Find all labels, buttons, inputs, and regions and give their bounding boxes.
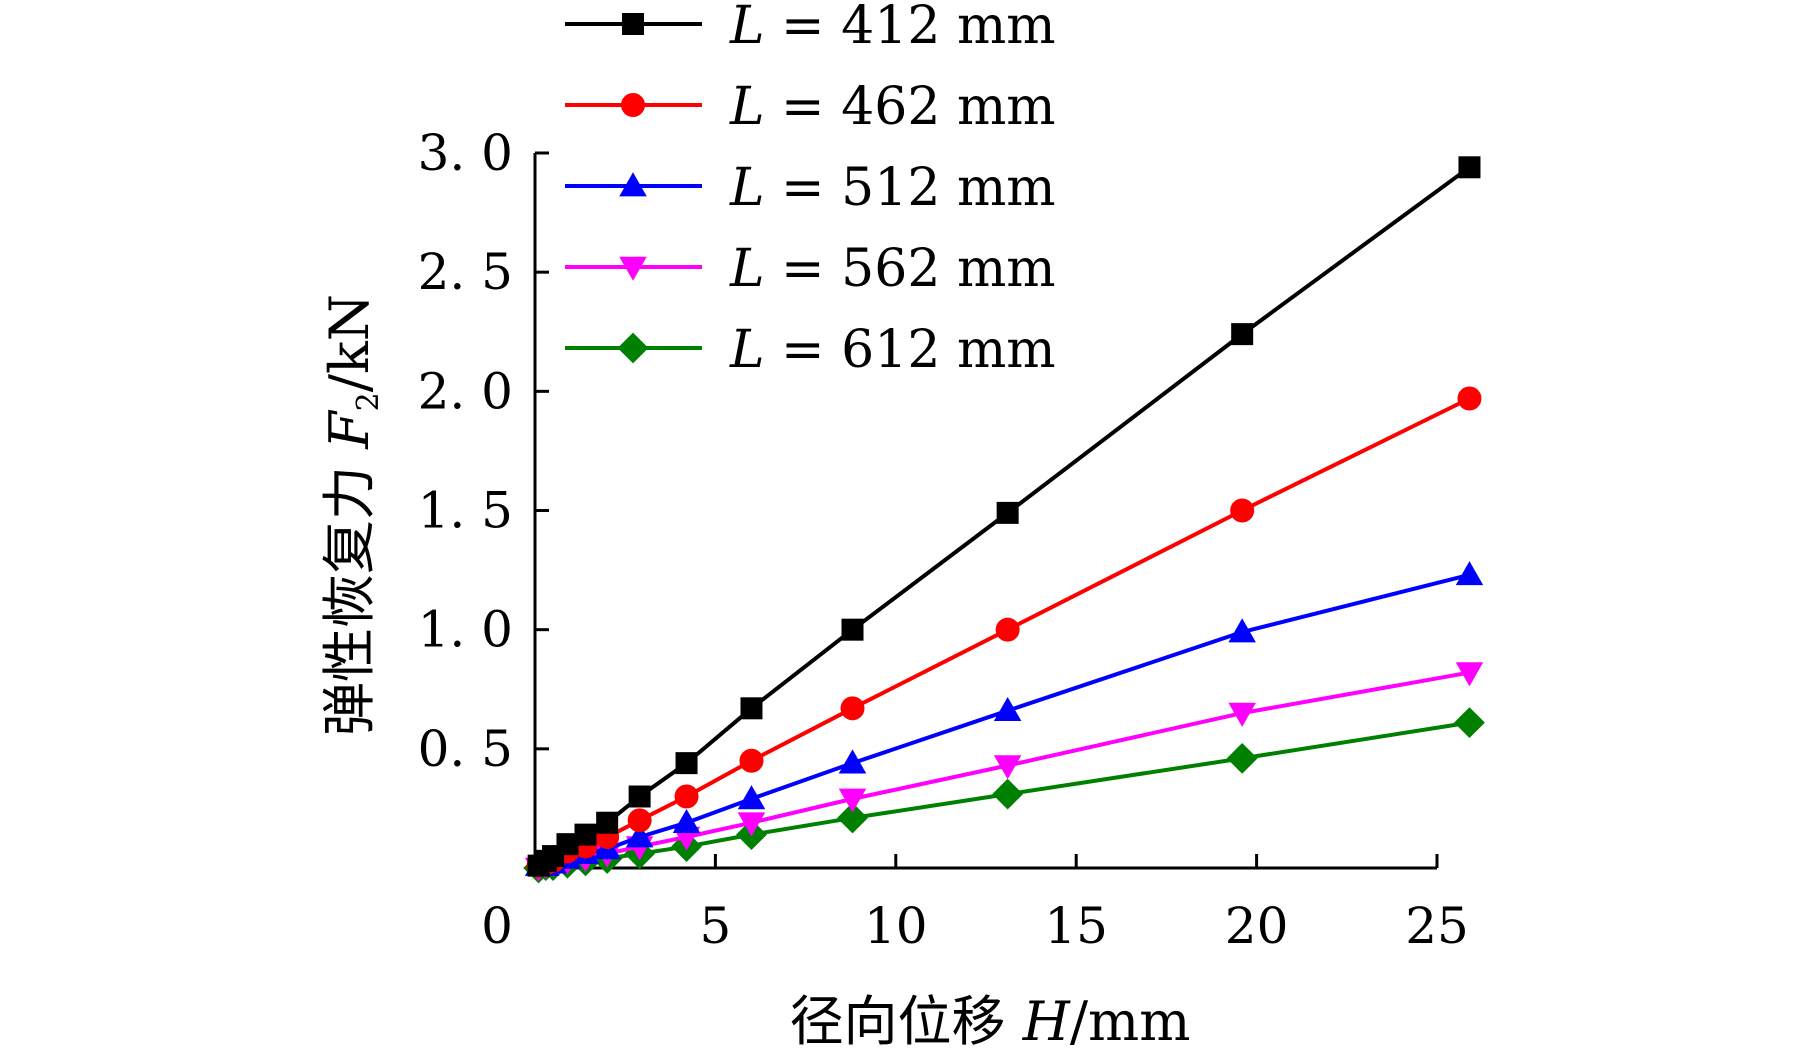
series-3 xyxy=(524,561,1484,876)
data-point xyxy=(1457,386,1482,411)
x-tick-label: 10 xyxy=(864,897,928,955)
y-axis-title-unit: /kN xyxy=(318,294,381,392)
x-tick-label: 20 xyxy=(1225,897,1289,955)
data-point xyxy=(675,752,698,775)
axes-layer: 0 5 10 15 20 25 0. 5 1. 0 1. 5 2. 0 2. 5 3. 0 xyxy=(418,124,1469,955)
y-tick-label: 0. 5 xyxy=(418,720,513,778)
data-point xyxy=(1226,742,1258,774)
x-tick-label: 15 xyxy=(1044,897,1108,955)
legend-label: L = 612 mm xyxy=(729,320,1056,380)
data-point xyxy=(737,812,766,837)
y-tick-label: 1. 0 xyxy=(418,601,513,659)
data-point xyxy=(837,802,868,834)
y-tick-label: 1. 5 xyxy=(418,482,513,540)
y-tick-label: 3. 0 xyxy=(418,124,513,182)
legend: L = 412 mm L = 462 mm L = 512 mm L = 562 mm… xyxy=(565,0,1056,380)
legend-label: L = 462 mm xyxy=(729,77,1056,137)
data-point xyxy=(1228,702,1256,727)
x-axis-title-prefix: 径向位移 xyxy=(790,990,1023,1046)
data-point xyxy=(674,784,699,809)
data-point xyxy=(1458,156,1481,179)
data-point xyxy=(992,778,1024,810)
legend-marker xyxy=(619,256,647,281)
data-point xyxy=(627,808,652,833)
y-axis-title-prefix: 弹性恢复力 xyxy=(318,449,381,736)
y-tick-label: 2. 5 xyxy=(418,243,513,301)
legend-marker xyxy=(622,13,644,35)
data-point xyxy=(1454,707,1485,739)
y-tick-label: 2. 0 xyxy=(418,362,513,420)
data-point xyxy=(1455,662,1484,687)
series-layer xyxy=(523,156,1485,884)
data-point xyxy=(739,748,764,773)
data-point xyxy=(840,696,865,721)
data-point xyxy=(1455,561,1484,586)
y-axis-title-var: F xyxy=(318,409,381,450)
data-point xyxy=(995,617,1020,642)
data-point xyxy=(838,788,867,813)
data-point xyxy=(625,823,654,848)
data-point xyxy=(996,501,1019,524)
legend-item: L = 412 mm xyxy=(565,0,1056,56)
legend-marker xyxy=(619,172,647,197)
legend-label: L = 562 mm xyxy=(729,239,1056,299)
legend-item: L = 462 mm xyxy=(565,77,1056,137)
legend-item: L = 512 mm xyxy=(565,158,1056,218)
legend-item: L = 612 mm xyxy=(565,320,1056,380)
x-tick-label: 0 xyxy=(481,897,513,955)
data-point xyxy=(740,697,763,720)
legend-marker xyxy=(621,93,645,117)
x-axis-title-unit: /mm xyxy=(1070,990,1191,1046)
data-point xyxy=(993,696,1022,722)
data-point xyxy=(628,785,651,808)
x-axis-title: 径向位移 H/mm xyxy=(790,990,1191,1046)
data-point xyxy=(993,755,1022,780)
data-point xyxy=(672,808,701,834)
series-5 xyxy=(523,707,1485,884)
data-point xyxy=(841,618,864,641)
x-axis-title-var: H xyxy=(1022,990,1071,1046)
data-point xyxy=(1228,618,1256,643)
data-point xyxy=(556,833,579,856)
data-point xyxy=(838,749,867,774)
series-1 xyxy=(527,156,1481,877)
x-tick-label: 25 xyxy=(1405,897,1469,955)
y-axis-title: 弹性恢复力 F2/kN xyxy=(318,294,386,736)
data-point xyxy=(737,785,766,810)
legend-label: L = 412 mm xyxy=(729,0,1056,56)
legend-label: L = 512 mm xyxy=(729,158,1056,218)
x-tick-label: 5 xyxy=(699,897,731,955)
y-axis-title-sub: 2 xyxy=(351,392,386,411)
legend-marker xyxy=(617,332,649,364)
data-point xyxy=(1230,498,1255,523)
data-point xyxy=(574,823,597,846)
data-point xyxy=(596,811,619,834)
data-point xyxy=(1231,323,1254,346)
legend-item: L = 562 mm xyxy=(565,239,1056,299)
